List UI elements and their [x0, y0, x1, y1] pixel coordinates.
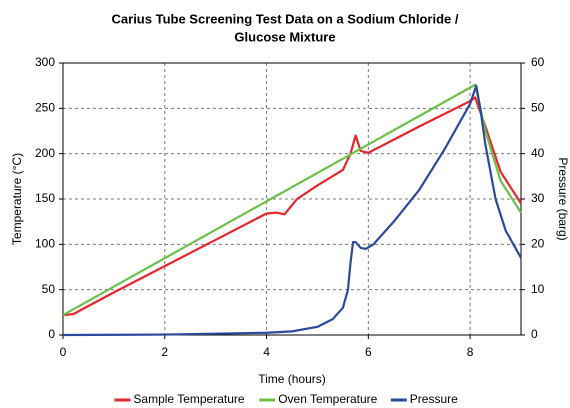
series-line	[62, 96, 522, 317]
y-tick-label: 200	[35, 146, 55, 160]
legend-label: Oven Temperature	[278, 392, 377, 406]
x-tick-label: 6	[365, 345, 372, 359]
chart-title: Glucose Mixture	[234, 29, 335, 44]
y2-tick-label: 50	[531, 101, 545, 115]
y2-tick-label: 60	[531, 55, 545, 69]
series-line	[62, 84, 522, 337]
y2-tick-label: 10	[531, 282, 545, 296]
chart-title: Carius Tube Screening Test Data on a Sod…	[112, 11, 459, 26]
legend-label: Pressure	[410, 392, 458, 406]
x-tick-label: 2	[161, 345, 168, 359]
plot-frame	[62, 62, 522, 336]
y-tick-label: 0	[48, 327, 55, 341]
legend-label: Sample Temperature	[133, 392, 244, 406]
x-tick-label: 0	[60, 345, 67, 359]
x-tick-label: 8	[467, 345, 474, 359]
x-tick-label: 4	[263, 345, 270, 359]
y-tick-label: 150	[35, 191, 55, 205]
y-axis-label: Temperature (°C)	[10, 153, 24, 245]
series-line	[62, 83, 522, 317]
y2-tick-label: 30	[531, 191, 545, 205]
y-tick-label: 100	[35, 237, 55, 251]
y2-axis-label: Pressure (barg)	[556, 157, 570, 240]
y2-tick-label: 40	[531, 146, 545, 160]
y2-tick-label: 20	[531, 237, 545, 251]
y-tick-label: 300	[35, 55, 55, 69]
y2-tick-label: 0	[531, 327, 538, 341]
y-tick-label: 250	[35, 101, 55, 115]
x-axis-label: Time (hours)	[258, 372, 326, 386]
y-tick-label: 50	[42, 282, 56, 296]
